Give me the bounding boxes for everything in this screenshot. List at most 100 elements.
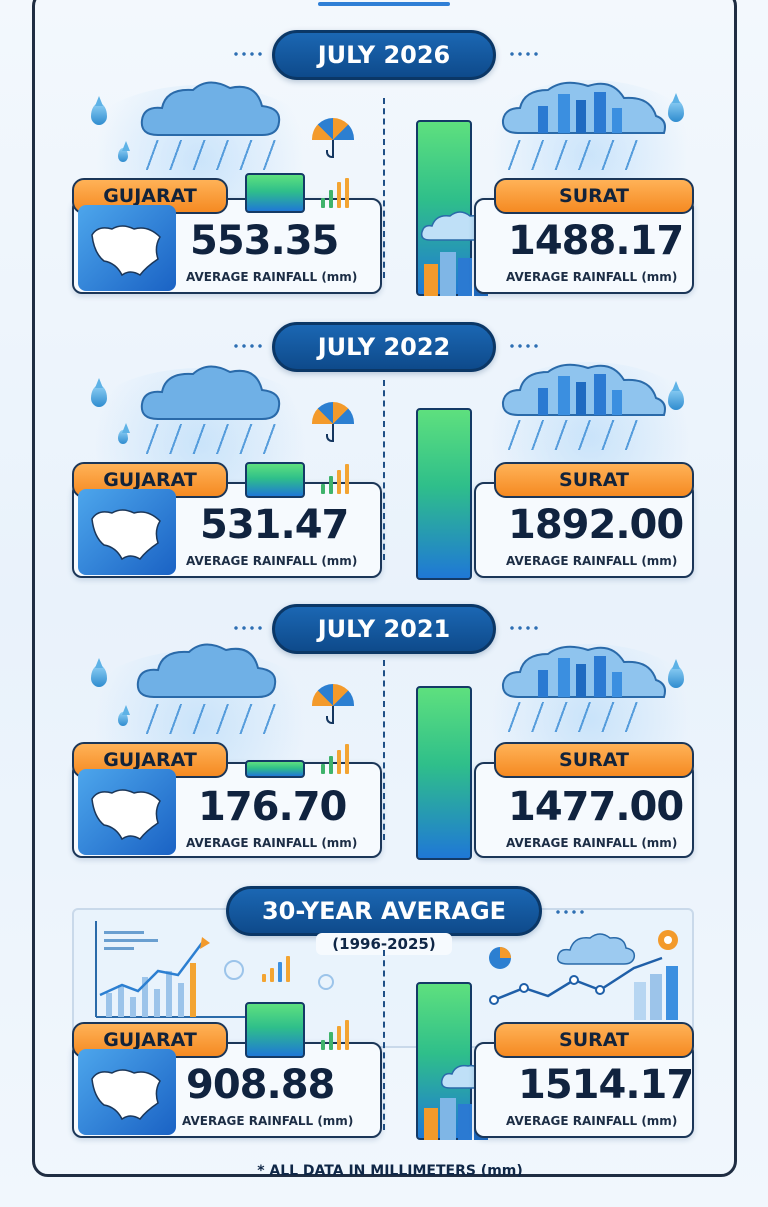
gujarat-map-icon	[91, 509, 161, 561]
value-caption: AVERAGE RAINFALL (mm)	[186, 554, 358, 568]
surat-bar	[416, 408, 472, 580]
region-label: GUJARAT	[103, 469, 197, 491]
rain-icon	[146, 140, 286, 170]
mini-bar	[329, 476, 333, 494]
mini-bar	[286, 956, 290, 982]
raindrop-icon	[91, 385, 107, 407]
mini-bar	[321, 764, 325, 774]
gujarat-map	[78, 489, 176, 575]
rain-icon	[508, 702, 648, 732]
gujarat-bar	[245, 173, 305, 213]
mini-bar	[345, 1020, 349, 1050]
gauge-icon	[224, 960, 244, 980]
top-accent-bar	[318, 2, 450, 6]
section-title-pill: JULY 2026	[272, 30, 496, 80]
gujarat-value: 176.70	[198, 784, 347, 830]
dots-decoration	[232, 344, 262, 348]
raindrop-icon	[91, 103, 107, 125]
section-title: JULY 2026	[317, 41, 451, 69]
city-cloud-icon	[501, 363, 666, 416]
surat-value: 1514.17	[518, 1062, 694, 1108]
cloud-icon	[140, 81, 281, 136]
rain-icon	[146, 424, 286, 454]
surat-tag: SURAT	[494, 1022, 694, 1058]
gujarat-map	[78, 1049, 176, 1135]
umbrella-icon	[312, 684, 354, 726]
region-label: GUJARAT	[103, 1029, 197, 1051]
mini-bar	[345, 744, 349, 774]
raindrop-icon	[118, 430, 128, 444]
dots-decoration	[508, 626, 538, 630]
mini-bar	[345, 464, 349, 494]
dots-decoration	[232, 52, 262, 56]
gujarat-value: 908.88	[186, 1062, 335, 1108]
cloud-icon	[136, 643, 277, 698]
section-title-pill: JULY 2022	[272, 322, 496, 372]
umbrella-icon	[312, 402, 354, 444]
value-caption: AVERAGE RAINFALL (mm)	[186, 836, 358, 850]
raindrop-icon	[118, 712, 128, 726]
mini-bar	[337, 470, 341, 494]
surat-value: 1477.00	[508, 784, 684, 830]
section-title: JULY 2022	[317, 333, 451, 361]
footer-note: * ALL DATA IN MILLIMETERS (mm)	[257, 1163, 523, 1179]
value-caption: AVERAGE RAINFALL (mm)	[506, 836, 678, 850]
mini-bar	[329, 756, 333, 774]
surat-value: 1488.17	[508, 218, 684, 264]
rain-icon	[508, 420, 648, 450]
raindrop-icon	[91, 665, 107, 687]
divider-line	[383, 380, 385, 560]
section-title: JULY 2021	[317, 615, 451, 643]
gujarat-map-icon	[91, 225, 161, 277]
mini-bar	[337, 182, 341, 208]
value-caption: AVERAGE RAINFALL (mm)	[182, 1114, 354, 1128]
value-caption: AVERAGE RAINFALL (mm)	[506, 554, 678, 568]
gujarat-value: 553.35	[190, 218, 339, 264]
mini-bar	[337, 750, 341, 774]
surat-bar	[416, 686, 472, 860]
gujarat-map	[78, 205, 176, 291]
gujarat-value: 531.47	[200, 502, 349, 548]
dots-decoration	[508, 52, 538, 56]
surat-tag: SURAT	[494, 462, 694, 498]
rain-icon	[508, 140, 648, 170]
value-caption: AVERAGE RAINFALL (mm)	[506, 1114, 678, 1128]
gujarat-map-icon	[91, 789, 161, 841]
rain-icon	[146, 704, 286, 734]
gujarat-map	[78, 769, 176, 855]
city-cloud-icon	[501, 645, 666, 698]
gujarat-map-icon	[91, 1069, 161, 1121]
cloud-icon	[140, 365, 281, 420]
region-label: SURAT	[559, 185, 629, 207]
donut-icon	[318, 974, 334, 990]
divider-line	[383, 660, 385, 840]
mini-bar	[321, 1040, 325, 1050]
gujarat-bar	[245, 1002, 305, 1058]
region-label: GUJARAT	[103, 749, 197, 771]
mini-bar	[329, 1032, 333, 1050]
gujarat-bar	[245, 462, 305, 498]
gujarat-bar	[245, 760, 305, 778]
mini-bar	[321, 484, 325, 494]
region-label: GUJARAT	[103, 185, 197, 207]
surat-tag: SURAT	[494, 742, 694, 778]
mini-bar	[337, 1026, 341, 1050]
trend-line-icon	[489, 930, 678, 1020]
surat-panel	[474, 198, 694, 294]
divider-line	[383, 950, 385, 1130]
city-cloud-icon	[501, 81, 666, 134]
region-label: SURAT	[559, 749, 629, 771]
mini-bar	[262, 974, 266, 982]
raindrop-icon	[668, 100, 684, 122]
surat-value: 1892.00	[508, 502, 684, 548]
outer-frame	[32, 0, 737, 1177]
mini-bar	[278, 962, 282, 982]
dots-decoration	[232, 626, 262, 630]
raindrop-icon	[668, 666, 684, 688]
raindrop-icon	[668, 388, 684, 410]
dots-decoration	[508, 344, 538, 348]
mini-bar	[329, 190, 333, 208]
region-label: SURAT	[559, 1029, 629, 1051]
section-subtitle: (1996-2025)	[316, 933, 452, 955]
section-title-pill: JULY 2021	[272, 604, 496, 654]
